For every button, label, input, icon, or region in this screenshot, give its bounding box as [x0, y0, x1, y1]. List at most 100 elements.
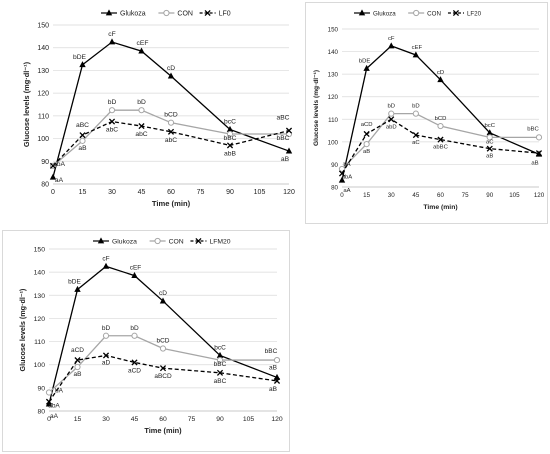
y-axis-title: Glucose levels (mg·dl⁻¹) [313, 70, 320, 146]
data-label: abC [135, 131, 147, 138]
data-label: bD [102, 325, 111, 332]
data-label: abA [53, 161, 65, 168]
data-label: cEF [130, 265, 142, 272]
data-point-glukoza [131, 272, 138, 279]
data-point-glukoza [338, 176, 346, 183]
data-point-con [159, 345, 167, 352]
x-tick-label: 75 [462, 192, 469, 199]
legend-label: Glukoza [120, 11, 146, 18]
x-tick-label: 30 [388, 192, 395, 199]
y-axis-title: Glucose levels (mg·dl⁻¹) [22, 61, 31, 147]
data-label: cD [437, 70, 444, 76]
data-point-con [412, 110, 419, 117]
y-tick-label: 150 [328, 27, 339, 34]
data-point-con [486, 134, 493, 141]
data-point-con [108, 107, 116, 114]
legend-marker-glukoza [358, 9, 366, 16]
data-label: aCD [128, 367, 141, 374]
series-con [45, 332, 281, 396]
y-tick-label: 140 [34, 270, 46, 277]
data-point-glukoza [79, 61, 86, 68]
series-line-glukoza [341, 45, 540, 181]
data-point-lf0 [49, 162, 57, 169]
data-point-glukoza [49, 173, 57, 180]
data-point-con [388, 110, 395, 117]
y-tick-label: 100 [34, 362, 46, 369]
y-tick-label: 150 [34, 247, 46, 254]
x-tick-label: 75 [188, 416, 196, 423]
data-label: bCD [156, 338, 169, 345]
data-label: aB [78, 145, 87, 152]
data-point-lfm20 [216, 369, 224, 376]
data-point-lf0 [138, 123, 145, 130]
data-point-lf20 [486, 145, 493, 152]
legend-marker-lfm20 [195, 237, 202, 245]
legend-marker-con [163, 9, 170, 17]
data-label: abBC [433, 145, 448, 151]
data-label: abB [224, 150, 236, 157]
legend-marker-glukoza [105, 9, 113, 16]
x-tick-label: 0 [51, 189, 55, 196]
data-label: aA [50, 413, 59, 420]
y-tick-label: 90 [37, 385, 45, 392]
legend: Glukoza CON LF0 [101, 9, 231, 18]
data-label: bBC [265, 348, 278, 355]
legend: Glukoza CON LFM20 [93, 237, 231, 246]
x-tick-label: 120 [271, 416, 283, 423]
data-label: abC [165, 137, 177, 144]
chart-svg: 80 90 100 110 120 130 140 150 0 15 30 45 60 75 90 105 12… [18, 237, 283, 435]
data-point-glukoza [102, 262, 110, 269]
data-label: aC [486, 139, 494, 145]
x-tick-label: 15 [79, 189, 87, 196]
x-tick-label: 45 [138, 189, 146, 196]
y-tick-label: 80 [331, 185, 338, 192]
data-label: aBC [214, 378, 227, 385]
data-label: bBC [276, 135, 289, 142]
data-label: cEF [137, 40, 149, 47]
y-tick-label: 130 [34, 293, 46, 300]
data-point-glukoza [108, 38, 116, 45]
data-point-con [79, 137, 86, 144]
data-point-lf20 [437, 136, 444, 143]
data-label: bD [130, 325, 139, 332]
y-tick-label: 90 [331, 162, 338, 169]
data-point-glukoza [285, 147, 293, 154]
y-tick-label: 110 [328, 117, 338, 124]
legend-label: CON [427, 11, 441, 18]
legend-label: CON [177, 11, 193, 18]
data-point-glukoza [226, 125, 234, 132]
data-label: cF [102, 255, 109, 262]
x-tick-label: 0 [47, 416, 51, 423]
data-point-lf0 [167, 128, 175, 135]
series-con [338, 110, 543, 173]
data-label: aBCD [154, 373, 172, 380]
data-point-lf20 [388, 116, 395, 123]
legend-label: LF20 [467, 11, 482, 18]
data-point-glukoza [363, 64, 370, 71]
series-glukoza [49, 38, 293, 180]
x-tick-label: 15 [74, 416, 82, 423]
data-point-lfm20 [159, 365, 167, 372]
data-label: aB [531, 160, 538, 166]
chart-svg: 80 90 100 110 120 130 140 150 0 15 30 45 60 75 90 105 12… [313, 9, 545, 211]
data-label: bA [343, 162, 350, 168]
data-label: bDE [68, 279, 81, 286]
series-con [49, 107, 293, 169]
data-label: aB [486, 154, 493, 160]
series-lf20 [338, 116, 543, 177]
y-tick-label: 80 [41, 182, 49, 189]
legend: Glukoza CON LF20 [354, 9, 482, 18]
data-point-glukoza [45, 400, 53, 407]
data-label: bD [387, 104, 395, 110]
data-point-lf0 [108, 118, 116, 125]
data-point-con [167, 119, 175, 126]
x-tick-label: 45 [131, 416, 139, 423]
data-label: abA [342, 174, 353, 180]
x-tick-label: 105 [509, 192, 520, 199]
data-label: aB [269, 364, 277, 371]
x-tick-label: 60 [167, 189, 175, 196]
data-label: abD [386, 124, 397, 130]
data-point-con [102, 332, 110, 339]
y-tick-label: 130 [37, 68, 49, 75]
data-point-con [216, 356, 224, 364]
